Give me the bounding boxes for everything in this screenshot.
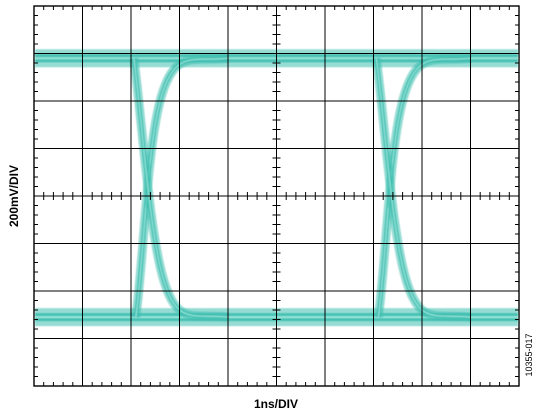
falling-edge-core (133, 58, 229, 318)
x-axis-label: 1ns/DIV (254, 397, 298, 411)
y-axis-label: 200mV/DIV (7, 165, 21, 227)
graticule (34, 6, 519, 386)
transition-2 (371, 53, 472, 322)
rising-edge-core (377, 57, 471, 318)
graticule-minor-ticks (34, 6, 519, 386)
figure-id: 10355-017 (524, 333, 534, 376)
plot-area (33, 5, 520, 387)
falling-edge-core (375, 58, 471, 318)
transition-1 (129, 53, 229, 322)
rising-edge-core (135, 57, 229, 318)
